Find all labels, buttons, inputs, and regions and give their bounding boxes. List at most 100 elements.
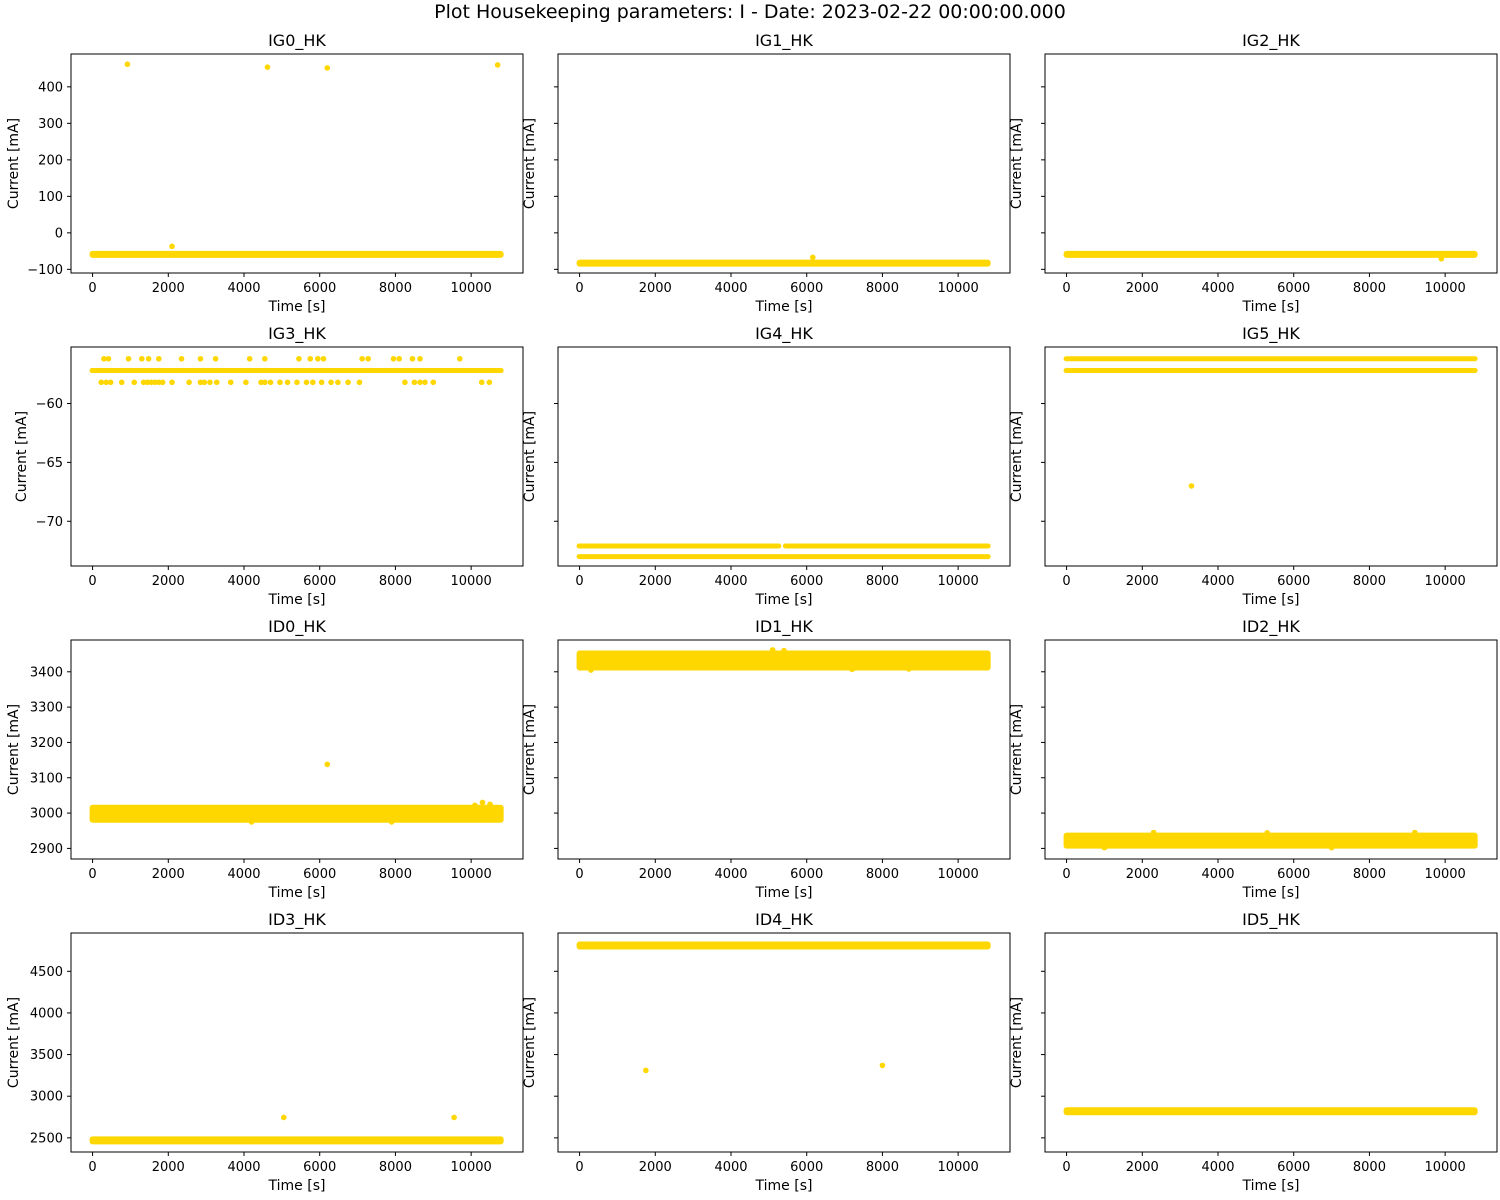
y-tick-label: −70 (36, 515, 63, 530)
data-point (186, 379, 192, 386)
subplot-ig5-hk: IG5_HK 0 2000 4000 6000 8000 10000 Time [s] Curr… (1009, 324, 1498, 608)
subplot-ig1-hk: IG1_HK 0 2000 4000 6000 8000 10000 Time [s] Curr… (522, 31, 1011, 315)
x-axis-label: Time [s] (268, 885, 326, 901)
data-point (248, 819, 255, 825)
data-point (643, 1067, 649, 1074)
data-band (1063, 356, 1478, 362)
data-point (262, 355, 268, 362)
data-point (277, 379, 283, 386)
y-axis-label: Current [mA] (522, 997, 538, 1088)
y-axis-label: Current [mA] (6, 704, 22, 795)
x-tick-label: 10000 (1424, 867, 1465, 882)
x-tick-label: 6000 (790, 1160, 823, 1175)
data-point (138, 355, 145, 362)
x-tick-label: 6000 (303, 574, 336, 589)
data-point (1438, 255, 1445, 262)
subplot-title: ID5_HK (1242, 910, 1300, 930)
subplot-title: ID4_HK (755, 910, 813, 930)
x-tick-label: 6000 (303, 1160, 336, 1175)
y-axis-label: Current [mA] (1009, 997, 1025, 1088)
x-tick-label: 10000 (450, 574, 491, 589)
y-axis-label: Current [mA] (522, 704, 538, 795)
data-point (103, 379, 110, 386)
x-tick-label: 2000 (1126, 281, 1159, 296)
x-tick-label: 0 (575, 1160, 583, 1175)
data-point (201, 379, 208, 386)
x-tick-label: 8000 (1353, 1160, 1386, 1175)
data-point (310, 379, 316, 386)
subplot-title: IG5_HK (1242, 324, 1300, 344)
data-point (303, 379, 310, 386)
data-point (145, 355, 152, 362)
x-tick-label: 0 (88, 1160, 96, 1175)
data-point (207, 379, 213, 386)
data-point (396, 355, 403, 362)
data-point (159, 379, 166, 386)
x-axis-label: Time [s] (1242, 1178, 1300, 1194)
data-point (849, 666, 855, 673)
y-tick-label: 3300 (30, 701, 63, 716)
x-tick-label: 2000 (152, 574, 185, 589)
data-point (486, 379, 493, 386)
x-tick-label: 8000 (866, 1160, 899, 1175)
subplot-ig3-hk: IG3_HK 0 2000 4000 6000 8000 10000 −70 −65 −60 Tim… (14, 324, 524, 608)
y-tick-label: 4500 (30, 965, 63, 980)
axes-frame (557, 346, 1011, 567)
x-tick-label: 10000 (1424, 574, 1465, 589)
x-tick-label: 10000 (937, 867, 978, 882)
y-axis-label: Current [mA] (522, 118, 538, 209)
y-tick-label: −65 (36, 456, 63, 471)
x-tick-label: 2000 (1126, 1160, 1159, 1175)
x-tick-label: 4000 (227, 281, 260, 296)
data-point (345, 379, 351, 386)
y-tick-label: 200 (38, 153, 63, 168)
data-point (417, 355, 423, 362)
x-tick-label: 2000 (639, 281, 672, 296)
data-point (1264, 830, 1271, 836)
y-tick-label: 3200 (30, 736, 63, 751)
x-tick-label: 0 (575, 574, 583, 589)
data-point (101, 355, 107, 362)
x-tick-label: 4000 (227, 1160, 260, 1175)
data-point (105, 355, 112, 362)
data-point (1412, 829, 1418, 836)
data-point (494, 62, 501, 68)
y-axis-label: Current [mA] (1009, 704, 1025, 795)
x-tick-label: 2000 (639, 1160, 672, 1175)
subplot-title: IG0_HK (268, 31, 326, 51)
x-tick-label: 0 (1062, 574, 1070, 589)
subplot-title: ID3_HK (268, 910, 326, 930)
x-tick-label: 6000 (303, 867, 336, 882)
data-point (472, 802, 478, 809)
y-tick-label: 3100 (30, 771, 63, 786)
data-point (328, 379, 334, 386)
y-axis-label: Current [mA] (1009, 411, 1025, 502)
axes-frame (70, 639, 524, 860)
x-axis-label: Time [s] (755, 885, 813, 901)
axes-frame (557, 53, 1011, 274)
x-tick-label: 2000 (152, 281, 185, 296)
subplot-title: IG1_HK (755, 31, 813, 51)
data-band (1063, 250, 1478, 258)
x-tick-label: 4000 (714, 867, 747, 882)
x-tick-label: 0 (88, 867, 96, 882)
data-point (169, 243, 175, 250)
x-tick-label: 4000 (1201, 1160, 1234, 1175)
data-point (478, 379, 485, 386)
data-point (213, 379, 220, 386)
data-point (335, 379, 341, 386)
axes-frame (557, 639, 1011, 860)
axes-frame (70, 932, 524, 1153)
y-tick-label: 2900 (30, 842, 63, 857)
x-tick-label: 6000 (790, 281, 823, 296)
data-point (324, 65, 331, 71)
y-tick-label: −60 (36, 397, 63, 412)
data-point (280, 1114, 287, 1121)
data-point (107, 379, 114, 386)
y-tick-label: 100 (38, 190, 63, 205)
data-band (1063, 368, 1478, 374)
y-tick-label: 300 (38, 117, 63, 132)
x-tick-label: 0 (88, 574, 96, 589)
x-tick-label: 2000 (1126, 867, 1159, 882)
